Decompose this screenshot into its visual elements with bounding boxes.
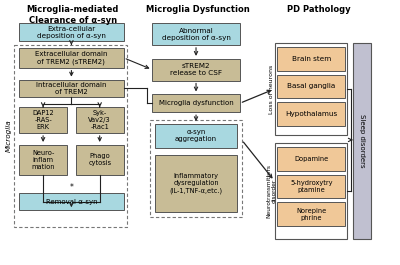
- Text: *: *: [70, 183, 73, 192]
- FancyBboxPatch shape: [353, 43, 371, 239]
- Text: Microglia dysfunction: Microglia dysfunction: [159, 100, 234, 106]
- FancyBboxPatch shape: [19, 107, 67, 133]
- Text: Microglia Dysfunction: Microglia Dysfunction: [146, 5, 250, 14]
- Text: Basal ganglia: Basal ganglia: [287, 83, 335, 90]
- FancyBboxPatch shape: [278, 175, 345, 198]
- FancyBboxPatch shape: [19, 80, 124, 97]
- Text: Microglia-mediated
Clearance of α-syn: Microglia-mediated Clearance of α-syn: [27, 5, 119, 25]
- Text: Extracellular domain
of TREM2 (sTREM2): Extracellular domain of TREM2 (sTREM2): [35, 51, 108, 65]
- FancyBboxPatch shape: [19, 48, 124, 68]
- Text: Intracellular domain
of TREM2: Intracellular domain of TREM2: [36, 82, 107, 95]
- FancyBboxPatch shape: [278, 75, 345, 98]
- Text: Dopamine: Dopamine: [294, 156, 328, 162]
- Text: Loss of neurons: Loss of neurons: [269, 64, 274, 114]
- Text: PD Pathology: PD Pathology: [287, 5, 351, 14]
- FancyBboxPatch shape: [155, 124, 237, 148]
- FancyBboxPatch shape: [76, 145, 124, 175]
- Text: Neurotransmitters
disorder: Neurotransmitters disorder: [266, 164, 277, 218]
- FancyBboxPatch shape: [278, 102, 345, 126]
- Text: Abnormal
deposition of α-syn: Abnormal deposition of α-syn: [162, 28, 230, 41]
- Text: 5-hydroxytry
ptamine: 5-hydroxytry ptamine: [290, 180, 332, 193]
- Text: Norepine
phrine: Norepine phrine: [296, 208, 326, 221]
- Text: Sleep disorders: Sleep disorders: [359, 114, 365, 168]
- FancyBboxPatch shape: [152, 94, 240, 112]
- Text: Inflammatory
dysregulation
(IL-1,TNF-α,etc.): Inflammatory dysregulation (IL-1,TNF-α,e…: [170, 173, 222, 194]
- FancyBboxPatch shape: [19, 193, 124, 210]
- Text: Neuro-
inflam
mation: Neuro- inflam mation: [31, 150, 55, 170]
- Text: Removal α-syn: Removal α-syn: [46, 199, 97, 205]
- Text: Phago
cytosis: Phago cytosis: [88, 153, 111, 166]
- Text: DAP12
-RAS-
ERK: DAP12 -RAS- ERK: [32, 110, 54, 130]
- FancyBboxPatch shape: [155, 155, 237, 212]
- FancyBboxPatch shape: [278, 202, 345, 226]
- FancyBboxPatch shape: [152, 59, 240, 81]
- Text: Syk-
Vav2/3
-Rac1: Syk- Vav2/3 -Rac1: [88, 110, 111, 130]
- Text: Extra-cellular
deposition of α-syn: Extra-cellular deposition of α-syn: [37, 25, 106, 39]
- Text: Hypothalamus: Hypothalamus: [285, 111, 337, 117]
- Text: sTREM2
release to CSF: sTREM2 release to CSF: [170, 63, 222, 76]
- FancyBboxPatch shape: [19, 23, 124, 41]
- FancyBboxPatch shape: [19, 145, 67, 175]
- FancyBboxPatch shape: [76, 107, 124, 133]
- FancyBboxPatch shape: [278, 147, 345, 171]
- FancyBboxPatch shape: [152, 23, 240, 45]
- Text: Brain stem: Brain stem: [292, 56, 331, 62]
- Text: α-syn
aggregation: α-syn aggregation: [175, 130, 217, 143]
- Text: Microglia: Microglia: [5, 120, 11, 152]
- FancyBboxPatch shape: [278, 47, 345, 71]
